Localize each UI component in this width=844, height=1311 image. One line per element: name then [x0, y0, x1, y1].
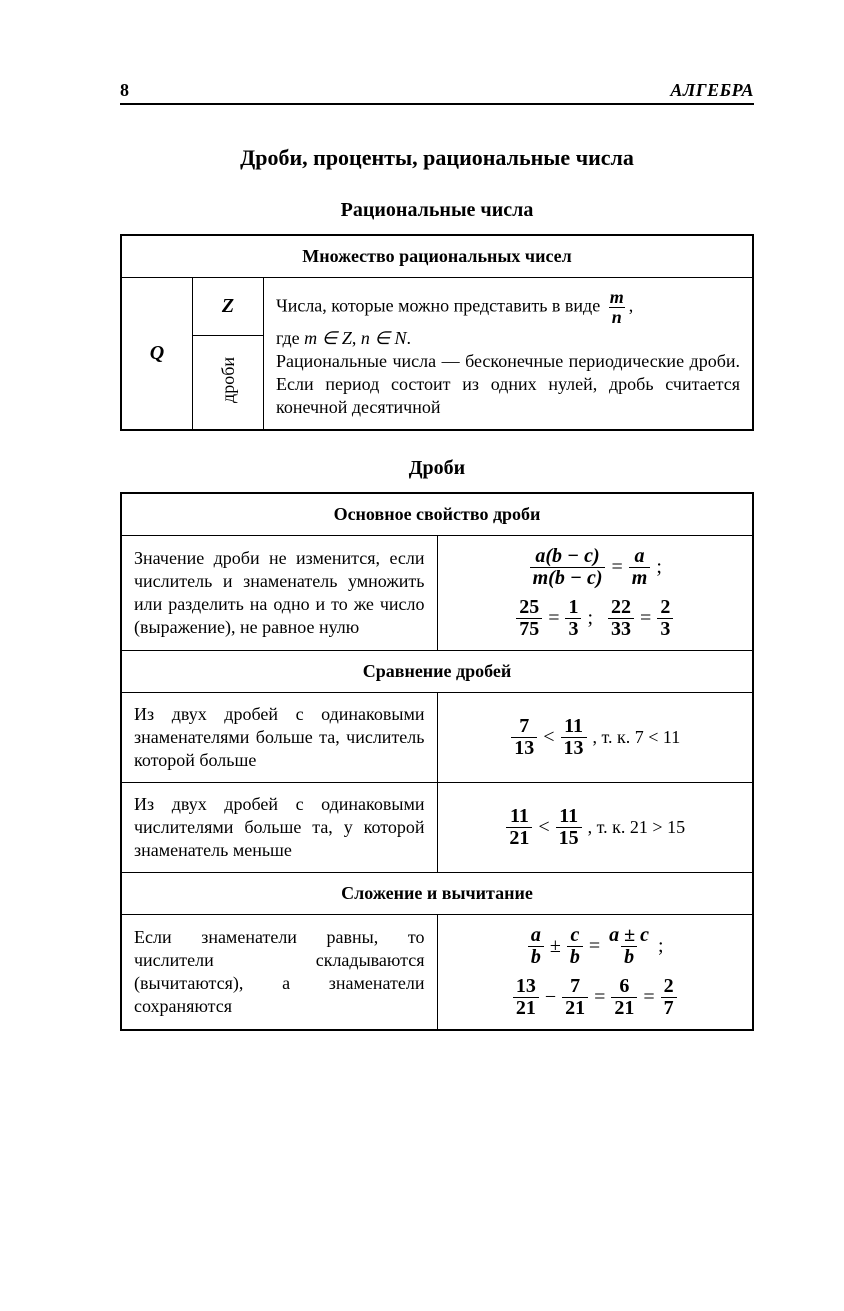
cmp2-f1n: 11 [507, 806, 532, 827]
cmp-math-2: 11 21 < 11 15 , т. к. 21 > 15 [437, 783, 753, 873]
subheading-fractions: Дроби [120, 457, 754, 480]
cell-drobi-text: дроби [218, 357, 239, 403]
cmp1-f2n: 11 [561, 716, 586, 737]
ex-25: 25 [516, 597, 542, 618]
addex-f3n: 6 [616, 976, 632, 997]
ex-33: 33 [608, 618, 634, 640]
cmp2-note: , т. к. 21 > 15 [588, 817, 685, 838]
prop-text: Значение дроби не изменится, если числит… [121, 535, 437, 650]
addex-eq2: = [643, 986, 654, 1009]
prop-f1-num: a(b − c) [532, 546, 602, 567]
cell-Z: Z [193, 278, 264, 336]
add-formula-example: 13 21 − 7 21 = 6 21 = [511, 976, 679, 1019]
def-part1: Числа, которые можно представить в виде [276, 296, 600, 316]
def-para: Рациональные числа — бесконечные периоди… [276, 351, 740, 417]
addex-f4n: 2 [661, 976, 677, 997]
add-f2n: c [567, 925, 582, 946]
cmp-text-1: Из двух дробей с одинаковыми знаменателя… [121, 692, 437, 782]
cmp2-f1d: 21 [506, 827, 532, 849]
def-nN: n ∈ N [361, 328, 407, 348]
table-fractions: Основное свойство дроби Значение дроби н… [120, 492, 754, 1031]
addex-f1n: 13 [513, 976, 539, 997]
ex-1: 1 [565, 597, 581, 618]
page-number: 8 [120, 80, 129, 101]
def-period: . [407, 328, 412, 348]
add-formula-generic: a b ± c b = a ± c b ; [526, 925, 664, 968]
frac-m-n: m n [607, 288, 627, 327]
add-pm: ± [550, 935, 561, 958]
add-f2d: b [567, 946, 583, 968]
addex-minus: − [545, 986, 556, 1009]
cell-definition: Числа, которые можно представить в виде … [264, 278, 754, 430]
cmp2-f2n: 11 [556, 806, 581, 827]
def-mZ: m ∈ Z [304, 328, 352, 348]
cell-Q: Q [121, 278, 193, 430]
def-comma: , [629, 296, 634, 316]
addex-f3d: 21 [611, 997, 637, 1019]
main-heading: Дроби, проценты, рациональные числа [120, 145, 754, 171]
add-eq: = [589, 935, 600, 958]
prop-f2-den: m [629, 567, 651, 589]
add-f3d: b [621, 946, 637, 968]
frac-den: n [609, 307, 625, 327]
cmp-text-2: Из двух дробей с одинаковыми числителями… [121, 783, 437, 873]
add-f3n: a ± c [606, 925, 652, 946]
prop-formula-example: 25 75 = 1 3 ; 22 33 = [514, 597, 675, 640]
def-line2a: где [276, 328, 304, 348]
eq-sign-3: = [640, 607, 651, 630]
table-rational: Множество рациональных чисел Q Z Числа, … [120, 234, 754, 431]
table-rational-title: Множество рациональных чисел [121, 235, 753, 278]
cmp1-f1n: 7 [516, 716, 532, 737]
addex-f1d: 21 [513, 997, 539, 1019]
ex-75: 75 [516, 618, 542, 640]
row-prop-title: Основное свойство дроби [121, 493, 753, 536]
prop-f2-num: a [632, 546, 648, 567]
add-text: Если знаменатели равны, то числители скл… [121, 915, 437, 1031]
page: 8 АЛГЕБРА Дроби, проценты, рациональные … [0, 0, 844, 1311]
addex-eq1: = [594, 986, 605, 1009]
semicolon-2: ; [587, 607, 593, 630]
ex-22: 22 [608, 597, 634, 618]
subheading-rational: Рациональные числа [120, 199, 754, 222]
addex-f4d: 7 [661, 997, 677, 1019]
frac-num: m [607, 288, 627, 307]
ex-3: 3 [565, 618, 581, 640]
cmp-math-1: 7 13 < 11 13 , т. к. 7 < 11 [437, 692, 753, 782]
cmp2-lt: < [538, 816, 549, 839]
cmp1-lt: < [543, 726, 554, 749]
add-semi: ; [658, 935, 664, 958]
row-cmp-title: Сравнение дробей [121, 650, 753, 692]
eq-sign: = [611, 556, 622, 579]
cmp1-f1d: 13 [511, 737, 537, 759]
cell-drobi: дроби [193, 335, 264, 430]
def-sep: , [352, 328, 361, 348]
semicolon: ; [656, 556, 662, 579]
section-title: АЛГЕБРА [670, 80, 754, 101]
cmp1-note: , т. к. 7 < 11 [593, 727, 681, 748]
addex-f2d: 21 [562, 997, 588, 1019]
prop-math: a(b − c) m(b − c) = a m ; 25 75 [437, 535, 753, 650]
ex-2: 2 [657, 597, 673, 618]
add-math: a b ± c b = a ± c b ; [437, 915, 753, 1031]
addex-f2n: 7 [567, 976, 583, 997]
running-header: 8 АЛГЕБРА [120, 80, 754, 105]
cmp2-f2d: 15 [556, 827, 582, 849]
row-add-title: Сложение и вычитание [121, 873, 753, 915]
prop-formula-generic: a(b − c) m(b − c) = a m ; [528, 546, 662, 589]
cmp1-f2d: 13 [561, 737, 587, 759]
ex-3b: 3 [657, 618, 673, 640]
add-f1n: a [528, 925, 544, 946]
prop-f1-den: m(b − c) [530, 567, 606, 589]
eq-sign-2: = [548, 607, 559, 630]
add-f1d: b [528, 946, 544, 968]
